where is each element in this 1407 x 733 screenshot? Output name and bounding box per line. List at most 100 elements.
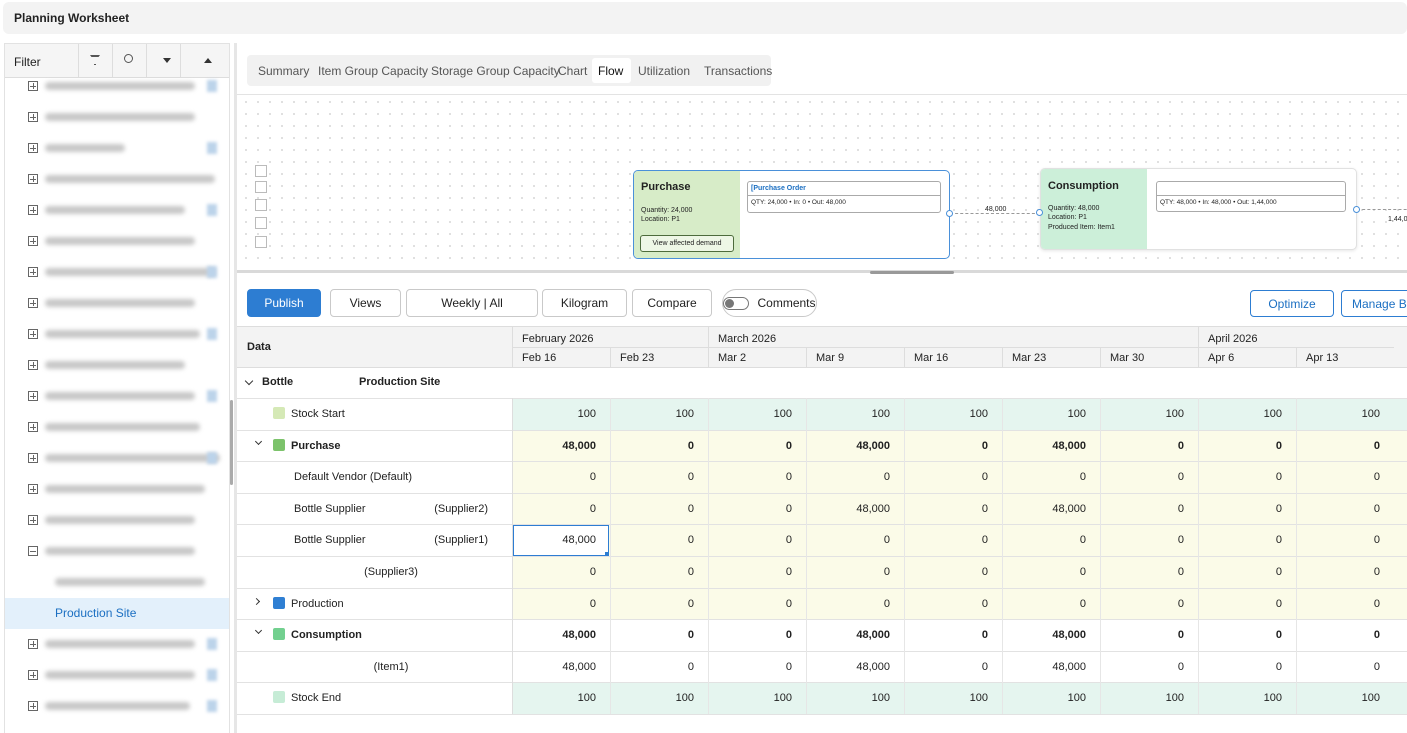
cell-value[interactable]: 100 (610, 408, 694, 420)
tab[interactable]: Utilization (638, 64, 690, 78)
cell-value[interactable]: 0 (904, 503, 988, 515)
cell-value[interactable]: 0 (1100, 503, 1184, 515)
cell-value[interactable]: 0 (1002, 566, 1086, 578)
cell-value[interactable]: 0 (904, 471, 988, 483)
cell-value[interactable]: 0 (610, 440, 694, 452)
cell-value[interactable]: 100 (1296, 692, 1380, 704)
cell-value[interactable]: 0 (806, 566, 890, 578)
toolbar-button[interactable]: Optimize (1250, 290, 1334, 317)
cell-value[interactable]: 48,000 (1002, 661, 1086, 673)
cell-value[interactable]: 0 (1296, 566, 1380, 578)
cell-value[interactable]: 100 (512, 408, 596, 420)
zoom-control[interactable] (255, 217, 267, 229)
cell-value[interactable]: 48,000 (1002, 440, 1086, 452)
toolbar-button[interactable]: Kilogram (542, 289, 627, 317)
cell-value[interactable]: 0 (904, 566, 988, 578)
tab[interactable]: Flow (598, 64, 623, 78)
cell-value[interactable]: 100 (1198, 692, 1282, 704)
cell-value[interactable]: 0 (512, 566, 596, 578)
tab[interactable]: Transactions (704, 64, 772, 78)
sidebar-item-blurred[interactable] (45, 454, 220, 462)
expand-box[interactable] (28, 267, 38, 277)
expand-box[interactable] (28, 329, 38, 339)
sidebar-item-blurred[interactable] (45, 702, 190, 710)
cell-value[interactable]: 0 (1100, 534, 1184, 546)
expand-box[interactable] (28, 701, 38, 711)
search-icon[interactable] (124, 54, 133, 63)
expand-box[interactable] (28, 422, 38, 432)
sidebar-item-blurred[interactable] (45, 361, 185, 369)
sidebar-item-blurred[interactable] (55, 578, 205, 586)
cell-value[interactable]: 100 (1296, 408, 1380, 420)
expand-box[interactable] (28, 515, 38, 525)
cell-value[interactable]: 0 (610, 566, 694, 578)
cell-value[interactable]: 0 (904, 598, 988, 610)
cell-value[interactable]: 0 (610, 661, 694, 673)
expand-box[interactable] (28, 391, 38, 401)
cell-value[interactable]: 100 (708, 408, 792, 420)
cell-value[interactable]: 0 (512, 471, 596, 483)
cell-value[interactable]: 0 (904, 440, 988, 452)
cell-value[interactable]: 0 (1198, 503, 1282, 515)
cell-value[interactable]: 48,000 (1002, 629, 1086, 641)
cell-value[interactable]: 0 (610, 503, 694, 515)
cell-value[interactable]: 48,000 (512, 629, 596, 641)
cell-value[interactable]: 0 (1296, 629, 1380, 641)
cell-value[interactable]: 100 (806, 408, 890, 420)
toolbar-button[interactable]: Compare (632, 289, 712, 317)
cell-value[interactable]: 0 (1296, 440, 1380, 452)
cell-value[interactable]: 0 (904, 661, 988, 673)
cell-value[interactable]: 0 (1100, 566, 1184, 578)
sidebar-item-blurred[interactable] (45, 485, 205, 493)
toolbar-button[interactable]: Views (330, 289, 401, 317)
cell-value[interactable]: 0 (1198, 661, 1282, 673)
cell-value[interactable]: 0 (1100, 471, 1184, 483)
toolbar-button[interactable]: Comments (722, 289, 817, 317)
expand-box[interactable] (28, 298, 38, 308)
cell-value[interactable]: 0 (610, 598, 694, 610)
expand-box[interactable] (28, 236, 38, 246)
sidebar-item-blurred[interactable] (45, 640, 195, 648)
cell-value[interactable]: 0 (708, 661, 792, 673)
cell-value[interactable]: 100 (1002, 692, 1086, 704)
cell-value[interactable]: 0 (1296, 534, 1380, 546)
sidebar-item-blurred[interactable] (45, 82, 195, 90)
cell-value[interactable]: 0 (708, 440, 792, 452)
sidebar-item-blurred[interactable] (45, 268, 215, 276)
cell-value[interactable]: 0 (1198, 440, 1282, 452)
cell-value[interactable]: 100 (806, 692, 890, 704)
tab[interactable]: Summary (258, 64, 309, 78)
sidebar-item-blurred[interactable] (45, 547, 195, 555)
expand-box[interactable] (28, 205, 38, 215)
sidebar-item-blurred[interactable] (45, 175, 215, 183)
sidebar-item-label[interactable]: Production Site (55, 606, 136, 620)
sort-down[interactable] (163, 58, 171, 67)
cell-value[interactable]: 0 (708, 503, 792, 515)
cell-value[interactable]: 100 (1100, 692, 1184, 704)
sidebar-item-blurred[interactable] (45, 671, 195, 679)
cell-value[interactable]: 0 (1100, 661, 1184, 673)
cell-value[interactable]: 0 (610, 629, 694, 641)
cell-value[interactable]: 100 (512, 692, 596, 704)
cell-value[interactable]: 0 (1296, 503, 1380, 515)
expand-box[interactable] (28, 360, 38, 370)
cell-value[interactable]: 0 (512, 503, 596, 515)
sidebar-item-blurred[interactable] (45, 144, 125, 152)
cell-value[interactable]: 100 (1002, 408, 1086, 420)
cell-value[interactable]: 48,000 (806, 629, 890, 641)
cell-value[interactable]: 0 (1198, 566, 1282, 578)
cell-value[interactable]: 100 (1100, 408, 1184, 420)
cell-value[interactable]: 0 (512, 598, 596, 610)
cell-value[interactable]: 0 (1296, 661, 1380, 673)
cell-value[interactable]: 0 (1100, 440, 1184, 452)
cell-value[interactable]: 100 (708, 692, 792, 704)
sidebar-item-blurred[interactable] (45, 330, 200, 338)
sidebar-item-blurred[interactable] (45, 237, 195, 245)
expand-box[interactable] (28, 639, 38, 649)
cell-value[interactable]: 0 (1100, 598, 1184, 610)
node-button[interactable]: View affected demand (640, 235, 734, 252)
cell-value[interactable]: 0 (708, 629, 792, 641)
cell-value[interactable]: 0 (1296, 471, 1380, 483)
toolbar-button[interactable]: Manage Backlog (1341, 290, 1407, 317)
zoom-control[interactable] (255, 199, 267, 211)
